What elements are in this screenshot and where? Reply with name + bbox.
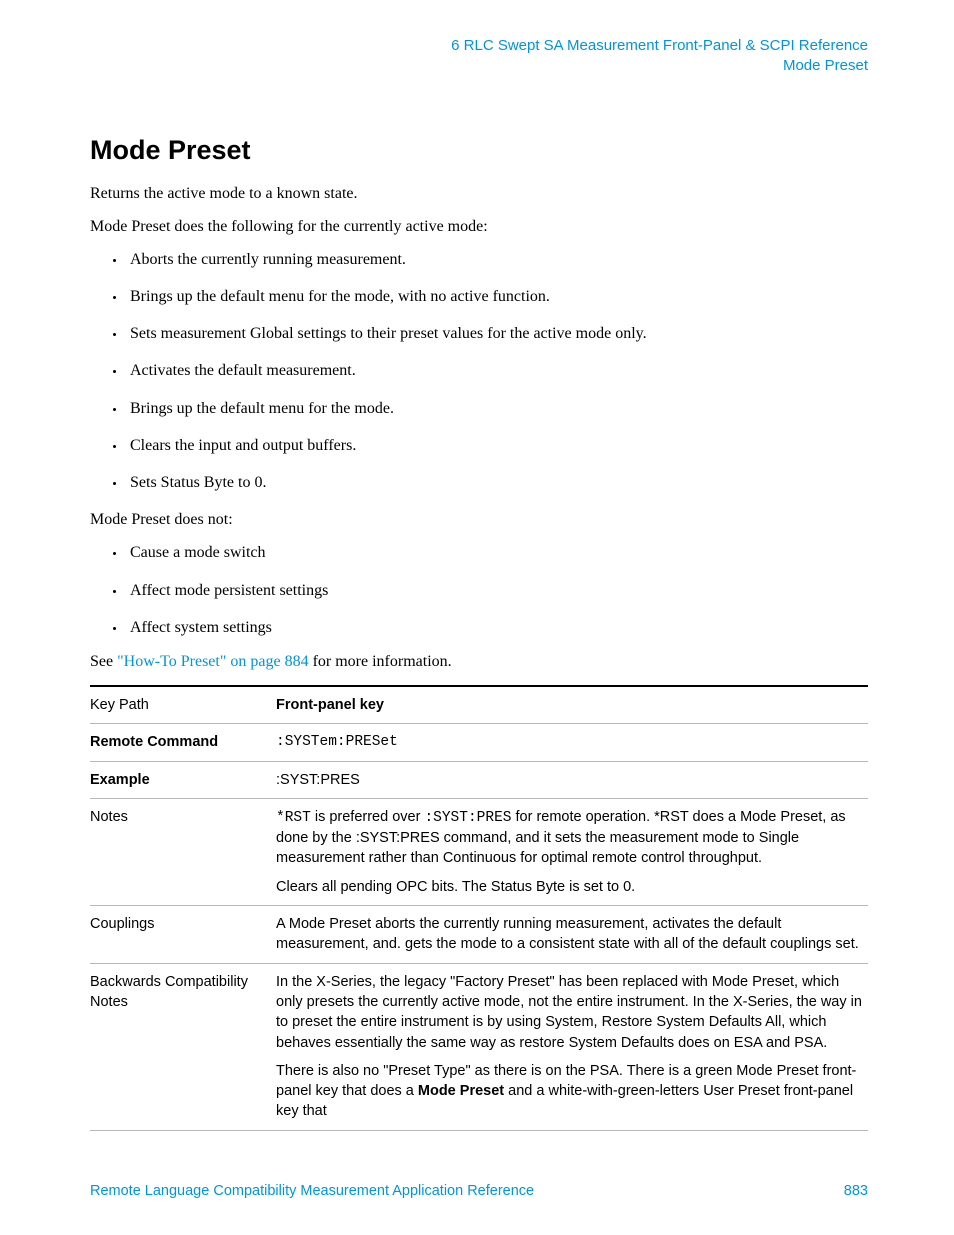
row-label: Example — [90, 761, 276, 798]
notes-paragraph: *RST is preferred over :SYST:PRES for re… — [276, 807, 862, 869]
row-value: *RST is preferred over :SYST:PRES for re… — [276, 798, 868, 905]
list-item: Brings up the default menu for the mode. — [126, 397, 868, 420]
page-header: 6 RLC Swept SA Measurement Front-Panel &… — [90, 36, 868, 77]
header-chapter: 6 RLC Swept SA Measurement Front-Panel &… — [90, 36, 868, 56]
code-span: :SYST:PRES — [424, 810, 511, 826]
does-list: Aborts the currently running measurement… — [90, 248, 868, 494]
see-line: See "How-To Preset" on page 884 for more… — [90, 653, 868, 671]
footer-page-number: 883 — [844, 1183, 868, 1199]
backcompat-paragraph: There is also no "Preset Type" as there … — [276, 1061, 862, 1122]
does-not-label: Mode Preset does not: — [90, 508, 868, 531]
row-label: Key Path — [90, 686, 276, 724]
row-value: In the X-Series, the legacy "Factory Pre… — [276, 963, 868, 1130]
row-label: Backwards Compatibility Notes — [90, 963, 276, 1130]
list-item: Brings up the default menu for the mode,… — [126, 285, 868, 308]
table-row: Remote Command :SYSTem:PRESet — [90, 724, 868, 761]
does-not-list: Cause a mode switch Affect mode persiste… — [90, 541, 868, 639]
list-item: Activates the default measurement. — [126, 359, 868, 382]
page: 6 RLC Swept SA Measurement Front-Panel &… — [0, 0, 954, 1235]
page-footer: Remote Language Compatibility Measuremen… — [90, 1183, 868, 1199]
see-suffix: for more information. — [309, 653, 452, 670]
row-label: Notes — [90, 798, 276, 905]
reference-table: Key Path Front-panel key Remote Command … — [90, 685, 868, 1131]
row-value: Front-panel key — [276, 686, 868, 724]
row-label: Couplings — [90, 906, 276, 964]
intro-paragraph: Mode Preset does the following for the c… — [90, 215, 868, 238]
see-prefix: See — [90, 653, 117, 670]
header-section: Mode Preset — [90, 56, 868, 76]
text-span: is preferred over — [311, 809, 425, 825]
see-link[interactable]: "How-To Preset" on page 884 — [117, 653, 308, 670]
bold-span: Mode Preset — [418, 1083, 504, 1099]
row-value: :SYST:PRES — [276, 761, 868, 798]
notes-paragraph: Clears all pending OPC bits. The Status … — [276, 877, 862, 897]
code-span: *RST — [276, 810, 311, 826]
list-item: Aborts the currently running measurement… — [126, 248, 868, 271]
list-item: Affect system settings — [126, 616, 868, 639]
table-row: Example :SYST:PRES — [90, 761, 868, 798]
row-label: Remote Command — [90, 724, 276, 761]
list-item: Sets Status Byte to 0. — [126, 471, 868, 494]
list-item: Clears the input and output buffers. — [126, 434, 868, 457]
list-item: Affect mode persistent settings — [126, 579, 868, 602]
table-row: Couplings A Mode Preset aborts the curre… — [90, 906, 868, 964]
footer-title: Remote Language Compatibility Measuremen… — [90, 1183, 534, 1199]
table-row: Backwards Compatibility Notes In the X-S… — [90, 963, 868, 1130]
page-title: Mode Preset — [90, 135, 868, 166]
list-item: Sets measurement Global settings to thei… — [126, 322, 868, 345]
intro-paragraph: Returns the active mode to a known state… — [90, 182, 868, 205]
row-value: :SYSTem:PRESet — [276, 724, 868, 761]
row-value: A Mode Preset aborts the currently runni… — [276, 906, 868, 964]
backcompat-paragraph: In the X-Series, the legacy "Factory Pre… — [276, 972, 862, 1053]
table-row: Notes *RST is preferred over :SYST:PRES … — [90, 798, 868, 905]
table-row: Key Path Front-panel key — [90, 686, 868, 724]
list-item: Cause a mode switch — [126, 541, 868, 564]
